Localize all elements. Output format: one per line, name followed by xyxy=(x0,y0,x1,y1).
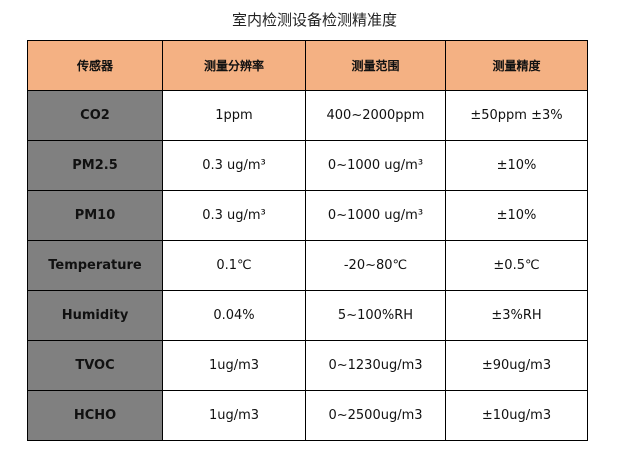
table-cell: 1ug/m3 xyxy=(162,340,306,391)
sensor-cell: TVOC xyxy=(27,340,163,391)
table-cell: 1ug/m3 xyxy=(162,390,306,441)
sensor-cell: PM2.5 xyxy=(27,140,163,191)
table-row: CO2 1ppm 400~2000ppm ±50ppm ±3% xyxy=(27,90,588,141)
accuracy-table: 传感器 测量分辨率 测量范围 测量精度 CO2 1ppm 400~2000ppm ±50ppm… xyxy=(27,40,588,441)
table-row: PM2.5 0.3 ug/m³ 0~1000 ug/m³ ±10% xyxy=(27,140,588,191)
table-row: PM10 0.3 ug/m³ 0~1000 ug/m³ ±10% xyxy=(27,190,588,241)
table-cell: 0~1000 ug/m³ xyxy=(305,190,446,241)
table-cell: -20~80℃ xyxy=(305,240,446,291)
header-cell: 测量精度 xyxy=(445,40,588,91)
table-cell: ±90ug/m3 xyxy=(445,340,588,391)
table-row: Humidity 0.04% 5~100%RH ±3%RH xyxy=(27,290,588,341)
table-cell: 0.1℃ xyxy=(162,240,306,291)
table-cell: ±50ppm ±3% xyxy=(445,90,588,141)
sensor-cell: CO2 xyxy=(27,90,163,141)
table-body: 传感器 测量分辨率 测量范围 测量精度 CO2 1ppm 400~2000ppm ±50ppm… xyxy=(27,40,588,441)
table-cell: ±3%RH xyxy=(445,290,588,341)
table-row: TVOC 1ug/m3 0~1230ug/m3 ±90ug/m3 xyxy=(27,340,588,391)
table-cell: 400~2000ppm xyxy=(305,90,446,141)
table-row: Temperature 0.1℃ -20~80℃ ±0.5℃ xyxy=(27,240,588,291)
table-cell: ±10ug/m3 xyxy=(445,390,588,441)
header-row: 传感器 测量分辨率 测量范围 测量精度 xyxy=(27,40,588,91)
table-cell: ±10% xyxy=(445,190,588,241)
table-cell: 0~1230ug/m3 xyxy=(305,340,446,391)
header-cell: 传感器 xyxy=(27,40,163,91)
sensor-cell: PM10 xyxy=(27,190,163,241)
table-cell: ±0.5℃ xyxy=(445,240,588,291)
table-cell: 0~1000 ug/m³ xyxy=(305,140,446,191)
table-cell: 0~2500ug/m3 xyxy=(305,390,446,441)
table-cell: 0.3 ug/m³ xyxy=(162,190,306,241)
table-cell: ±10% xyxy=(445,140,588,191)
title: 室内检测设备检测精准度 xyxy=(231,11,397,29)
table-cell: 5~100%RH xyxy=(305,290,446,341)
sensor-cell: HCHO xyxy=(27,390,163,441)
table-row: HCHO 1ug/m3 0~2500ug/m3 ±10ug/m3 xyxy=(27,390,588,441)
sensor-cell: Humidity xyxy=(27,290,163,341)
header-cell: 测量范围 xyxy=(305,40,446,91)
sensor-cell: Temperature xyxy=(27,240,163,291)
table-cell: 0.3 ug/m³ xyxy=(162,140,306,191)
header-cell: 测量分辨率 xyxy=(162,40,306,91)
table-cell: 1ppm xyxy=(162,90,306,141)
table-cell: 0.04% xyxy=(162,290,306,341)
